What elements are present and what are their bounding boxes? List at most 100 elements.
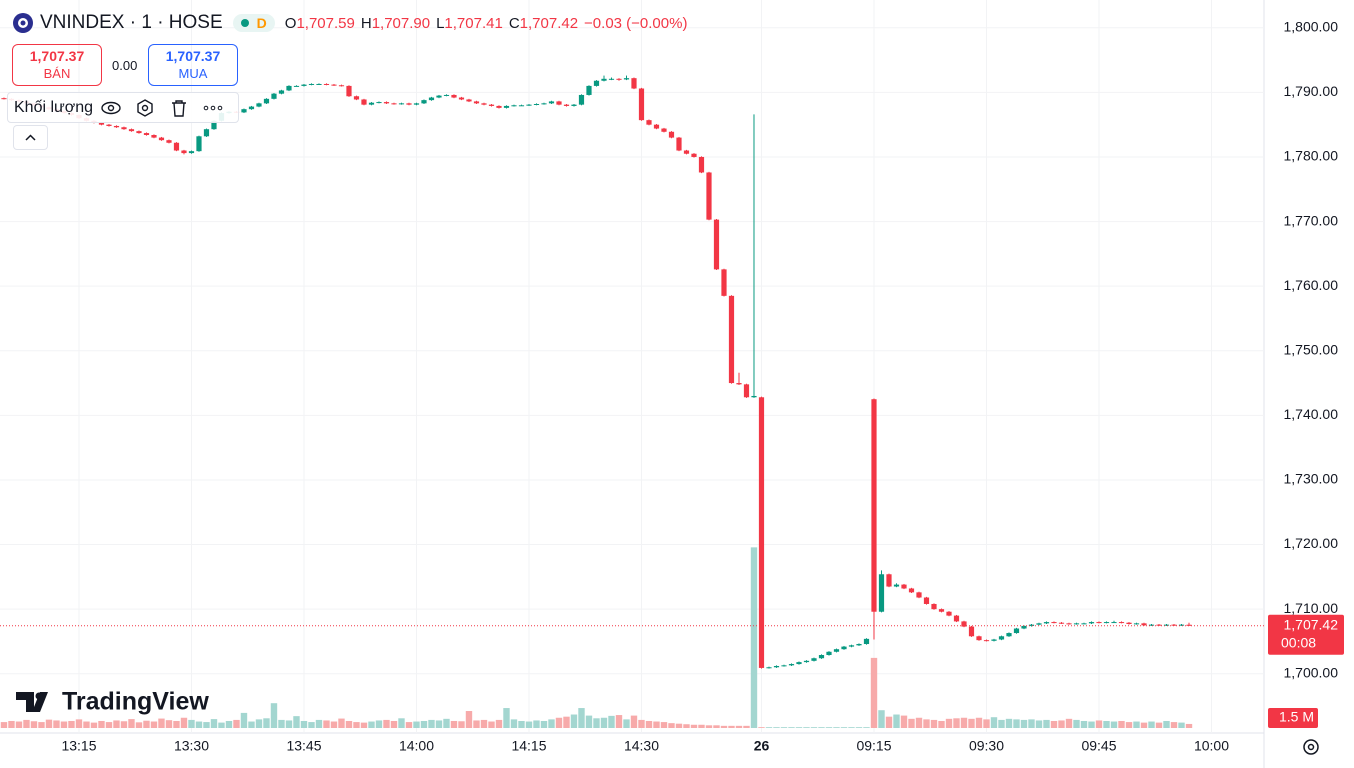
candle-body	[541, 103, 547, 105]
volume-bar	[473, 720, 480, 728]
candle-body	[676, 137, 682, 151]
y-tick-label: 1,770.00	[1284, 212, 1339, 228]
more-icon[interactable]	[203, 105, 223, 110]
price-tag	[1268, 614, 1344, 655]
chevron[interactable]	[25, 134, 36, 141]
candle-body	[886, 574, 892, 587]
candle-body	[698, 156, 705, 173]
volume-bar	[870, 657, 878, 728]
candle-body	[323, 83, 330, 85]
delete-icon[interactable]	[172, 99, 187, 117]
candle-body	[488, 104, 495, 106]
volume-bar	[773, 727, 780, 728]
candle-body	[796, 662, 802, 665]
volume-bar	[53, 720, 60, 728]
candle-body	[578, 94, 585, 105]
indicator-tools	[101, 98, 223, 117]
candle-body	[811, 658, 817, 661]
volume-bar	[360, 722, 368, 728]
settings-button[interactable]	[1303, 739, 1319, 755]
candle-body	[938, 609, 945, 612]
candle-body	[961, 621, 967, 627]
status-dot	[240, 19, 249, 27]
candle-body	[1126, 622, 1132, 624]
change: −0.03 (−0.00%)	[584, 14, 688, 32]
volume-bar	[690, 724, 698, 728]
volume-bar	[210, 719, 218, 728]
sell-button[interactable]: 1,707.37 BÁN	[12, 44, 102, 86]
x-tick-label: 13:45	[286, 738, 321, 754]
collapse-button[interactable]	[13, 125, 48, 150]
volume-bar	[278, 719, 285, 728]
settings-icon[interactable]	[137, 98, 153, 117]
volume-bar	[728, 725, 735, 728]
volume-bar	[443, 718, 450, 728]
volume-bar	[788, 727, 795, 728]
candle-body	[98, 122, 105, 125]
volume-bar	[600, 717, 608, 728]
candle-body	[181, 150, 187, 154]
settings-icon[interactable]	[141, 104, 149, 111]
volume-bar	[0, 722, 8, 728]
settings-icon[interactable]	[1307, 743, 1315, 751]
candle-body	[151, 135, 157, 138]
eye-icon[interactable]	[107, 104, 115, 111]
candle-body	[1118, 622, 1125, 624]
delete-icon[interactable]	[172, 99, 187, 117]
candle-body	[256, 103, 262, 107]
symbol[interactable]: VNINDEX · 1 · HOSE	[40, 12, 223, 33]
candle-body	[773, 665, 780, 668]
candle-body	[278, 90, 285, 94]
candle-body	[923, 597, 930, 604]
candle-body	[736, 383, 742, 385]
volume-bar	[353, 722, 360, 728]
candle-body	[1043, 622, 1050, 624]
symbol-icon	[20, 20, 26, 26]
settings-icon[interactable]	[137, 98, 153, 117]
sell-price[interactable]: 1,707.37	[29, 48, 85, 64]
y-tick-label: 1,730.00	[1284, 471, 1339, 487]
sell-label[interactable]: BÁN	[43, 66, 71, 81]
candle-body	[706, 172, 712, 220]
volume-bar	[990, 717, 998, 728]
candle-body	[1178, 624, 1185, 626]
candle-body	[263, 98, 270, 104]
market-status[interactable]: D	[232, 14, 275, 32]
y-tick-label: 1,740.00	[1284, 406, 1339, 422]
volume-bar	[810, 727, 818, 728]
chevron[interactable]	[14, 126, 47, 149]
buy-price[interactable]: 1,707.37	[165, 48, 221, 64]
buy-button[interactable]: 1,707.37 MUA	[148, 44, 238, 86]
watermark-text: TradingView	[62, 688, 209, 716]
settings-icon[interactable]	[1303, 739, 1319, 755]
volume-bar	[615, 715, 623, 728]
volume-bar	[548, 719, 555, 728]
candle-body	[848, 645, 855, 647]
candle-body	[203, 129, 210, 137]
candle-body	[631, 78, 637, 89]
indicator-name[interactable]: Khối lượng	[14, 98, 94, 116]
candle-body	[893, 584, 900, 587]
volume-bar	[1043, 719, 1050, 728]
candle-body	[173, 142, 180, 151]
candle-body	[683, 150, 690, 154]
eye-icon[interactable]	[101, 101, 121, 114]
candle-body	[766, 667, 772, 669]
more-icon[interactable]	[217, 105, 223, 110]
ohlc-label: H	[360, 14, 372, 32]
spread: 0.00	[112, 58, 138, 73]
volume-bar	[953, 718, 960, 728]
volume-bar	[30, 721, 38, 728]
candle-body	[526, 104, 532, 106]
candle-body	[968, 626, 975, 637]
legend-header: VNINDEX · 1 · HOSE D O 1,707.59 H 1,707.90…	[12, 12, 687, 34]
more-icon[interactable]	[210, 105, 216, 110]
candle-body	[158, 137, 165, 141]
volume-bar	[203, 722, 210, 728]
eye-icon[interactable]	[101, 101, 121, 114]
candle-body	[136, 131, 142, 134]
more-icon[interactable]	[203, 105, 209, 110]
candle-body	[983, 640, 990, 642]
buy-label[interactable]: MUA	[178, 66, 208, 81]
volume-bar	[1148, 721, 1155, 728]
